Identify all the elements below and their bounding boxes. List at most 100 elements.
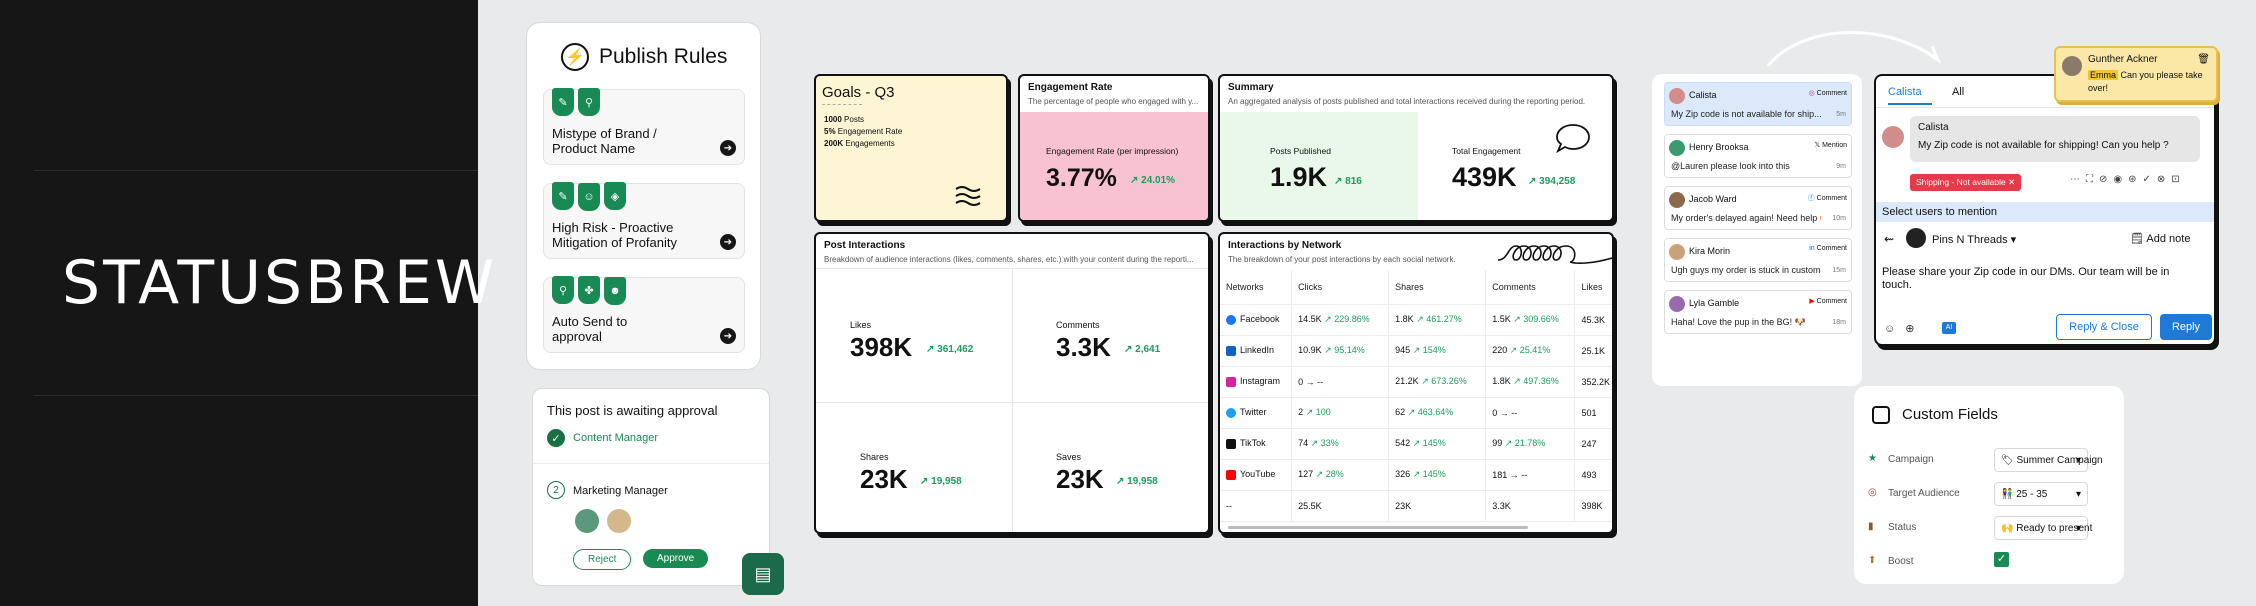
cell-value: 1.8K [1492,376,1511,386]
cell-value: 501 [1581,407,1597,418]
tab-all[interactable]: All [1952,86,1965,98]
note-message: Can you please take over! [2088,70,2203,93]
rule-item[interactable]: ✎ ⚲ Mistype of Brand / Product Name ➔ [543,88,745,165]
approve-button[interactable]: Approve [643,549,709,568]
field-row: ★ Campaign 🏷 Summer Campaign ▾ [1868,448,2118,478]
avatar [2062,56,2082,76]
network-name: Instagram [1240,376,1281,387]
table-row: Instagram 0 → -- 21.2K ↗ 673.26% 1.8K ↗ … [1220,366,1612,398]
cell-change: → -- [1509,469,1528,480]
avatar [1882,126,1904,148]
rule-label: approval [552,329,602,344]
cell-value: 0 [1492,407,1498,418]
reject-button[interactable]: Reject [573,549,632,570]
list-item[interactable]: Jacob Ward ⓕ Comment My order's delayed … [1664,186,1852,230]
arrow-right-icon[interactable]: ➔ [720,328,736,344]
star-icon: ★ [1868,453,1877,464]
inbox-list: Calista ◎ Comment My Zip code is not ava… [1652,74,1862,386]
publish-rules-card: ⚡ Publish Rules ✎ ⚲ Mistype of Brand / Pro… [526,22,761,370]
col-header: Shares [1388,270,1487,305]
table-header: Networks Clicks Shares Comments Likes [1220,270,1612,305]
reply-arrow-icon[interactable]: ⇜ [1884,232,1895,246]
cell-change: → -- [1499,407,1518,418]
check-icon: ✓ [547,429,565,447]
tag-label: Comment [1816,298,1847,305]
cell-value: 10.9K [1298,345,1322,355]
horizontal-scrollbar[interactable] [1228,526,1528,529]
tab-calista[interactable]: Calista [1888,86,1932,105]
metric-value: 3.3K [1056,332,1111,362]
cell-change: ↗ 145% [1412,469,1446,479]
list-item[interactable]: Lyla Gamble ▶ Comment Haha! Love the pup… [1664,290,1852,334]
goal-value: 1000 [824,115,842,124]
table-row: Facebook 14.5K ↗ 229.86% 1.8K ↗ 461.27% … [1220,304,1612,336]
label-tag[interactable]: Shipping - Not available ✕ [1910,174,2022,191]
goals-card: Goals - Q3 1000 Posts 5% Engagement Rate… [814,74,1008,222]
rule-item[interactable]: ✎ ☺ ◈ High Risk - Proactive Mitigation of P… [543,182,745,259]
clipboard-icon[interactable]: ▤ [742,553,784,595]
goal-label: Engagement Rate [837,127,903,136]
composer-tools[interactable]: ☺⊕ [1884,323,1925,335]
reply-textarea[interactable]: Please share your Zip code in our DMs. O… [1882,266,2170,291]
arrow-right-icon[interactable]: ➔ [720,234,736,250]
message-actions[interactable]: ⋯⛶⊘◉⊛✓⊗⊡ [2070,174,2186,185]
add-note-button[interactable]: 🗒 Add note [2130,232,2190,245]
network-table: Networks Clicks Shares Comments Likes Fa… [1220,270,1612,522]
facebook-icon: ⓕ [1807,195,1815,202]
cell-change: ↗ 229.86% [1324,314,1370,324]
note-icon: 🗒 [2130,233,2144,245]
mention-label: Select users to mention [1882,206,1997,218]
custom-fields-card: Custom Fields ★ Campaign 🏷 Summer Campai… [1854,386,2124,584]
chat-bubble-doodle [1556,124,1590,154]
goal-label: Posts [844,115,865,124]
reply-button[interactable]: Reply [2160,314,2212,340]
metric-value: 23K [860,464,908,494]
reply-panel: Calista All Calista My Zip code is not a… [1874,74,2216,346]
cell-change: ↗ 28% [1315,469,1344,479]
mention-bar: Select users to mention [1876,202,2214,222]
table-row-total: -- 25.5K 23K 3.3K 398K [1220,490,1612,522]
cell-value: 352.2K [1581,376,1610,387]
reply-close-button[interactable]: Reply & Close [2056,314,2152,340]
timestamp: 10m [1832,215,1846,222]
metric-label: Total Engagement [1452,146,1521,156]
field-label: Target Audience [1888,488,1960,499]
ai-icon[interactable]: AI [1942,322,1956,334]
metric-change: ↗ 24.01% [1130,175,1176,186]
chevron-down-icon: ▾ [2075,455,2081,466]
list-item[interactable]: Calista ◎ Comment My Zip code is not ava… [1664,82,1852,126]
list-item[interactable]: Henry Brooksa 𝕏 Mention @Lauren please l… [1664,134,1852,178]
cell-value: 493 [1581,469,1597,480]
avatar [1669,296,1685,312]
rule-item[interactable]: ⚲ ✤ ☻ Auto Send to approval ➔ [543,276,745,353]
author-name: Calista [1918,122,1949,133]
boost-checkbox[interactable]: ✓ [1994,552,2009,567]
account-selector[interactable]: Pins N Threads ▾ [1932,234,2017,246]
cell-change: ↗ 33% [1310,438,1339,448]
cell-value: 99 [1492,438,1503,448]
x-icon: 𝕏 [1814,142,1821,149]
account-name: Pins N Threads [1932,234,2008,246]
instagram-icon: ◎ [1808,90,1815,97]
metric-label: Engagement Rate (per impression) [1046,146,1179,156]
cell-value: 1.5K [1492,314,1511,324]
cell-value: 945 [1395,345,1411,355]
approval-step-1: Content Manager [573,432,658,444]
campaign-select[interactable]: 🏷 Summer Campaign ▾ [1994,448,2103,472]
trash-icon[interactable]: 🗑 [2197,54,2210,65]
divider [34,395,478,396]
metric-label: Comments [1056,320,1100,330]
goal-value: 5% [824,127,836,136]
list-item[interactable]: Kira Morin in Comment Ugh guys my order … [1664,238,1852,282]
team-icon: ✤ [578,276,600,304]
message-type-badge: ◎ Comment [1809,89,1847,97]
rule-label: Auto Send to [552,314,628,329]
status-select[interactable]: 🙌 Ready to present ▾ [1994,516,2092,540]
network-card: Interactions by Network The breakdown of… [1218,232,1614,534]
table-row: Twitter 2 ↗ 100 62 ↗ 463.64% 0 → -- 501 [1220,397,1612,429]
audience-select[interactable]: 👫 25 - 35 ▾ [1994,482,2088,506]
arrow-right-icon[interactable]: ➔ [720,140,736,156]
message-preview: Haha! Love the pup in the BG! 🐶 [1671,317,1806,327]
rule-label: High Risk - Proactive [552,220,674,235]
post-interactions-card: Post Interactions Breakdown of audience … [814,232,1210,534]
